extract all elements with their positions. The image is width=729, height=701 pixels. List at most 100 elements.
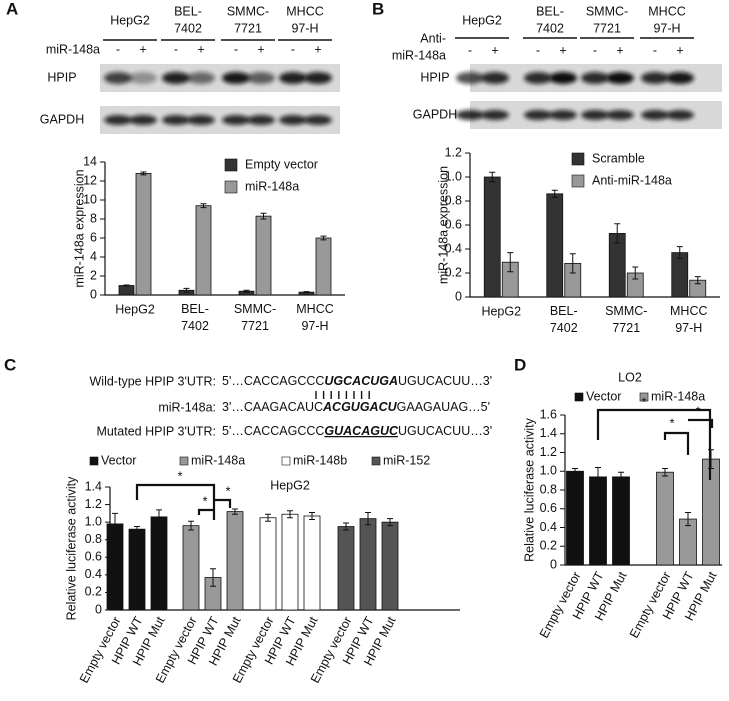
significance-bracket [596,408,712,480]
y-tick-label: 1.2 [445,145,462,159]
sequence-part: UGCACUGA [324,374,398,388]
y-tick-label: 1.4 [540,426,557,440]
x-tick-label: SMMC-7721 [234,302,276,333]
blot-band [606,72,634,84]
cell-line-label: BEL-7402 [174,5,202,36]
y-tick-label: 1.0 [445,169,462,183]
sign-label: - [291,42,295,56]
bar [259,517,277,611]
treatment-label: Anti-miR-148a [392,32,446,63]
x-tick-label: BEL-7402 [550,304,578,335]
y-tick-label: 0 [95,602,102,616]
legend-swatch [179,456,189,466]
blot-band [606,110,634,120]
panel-letter: B [372,0,384,18]
legend-label: Vector [586,389,621,403]
significance-bracket [214,498,232,508]
error-bar [320,235,327,241]
y-tick-label: 0.6 [85,550,102,564]
error-bar [156,509,162,525]
significance-star: * [696,404,701,418]
cell-line-label: MHCC 97-H [286,5,324,36]
y-tick-label: 1.0 [85,514,102,528]
y-tick-label: 4 [90,249,97,263]
blot-band [304,115,332,125]
x-tick-label: BEL-7402 [181,302,209,333]
error-bar [614,223,621,244]
bar [337,526,355,611]
y-tick-label: 0 [550,557,557,571]
sequence-part: GAAGAUAG…5' [397,400,490,414]
y-tick-label: 0.6 [540,501,557,515]
error-bar [243,289,250,293]
sign-label: + [139,42,146,56]
significance-star: * [670,416,675,430]
sign-label: + [676,43,683,57]
cell-line-label: HepG2 [462,13,502,27]
blot-band [222,72,250,84]
bar [226,511,244,611]
sign-label: - [116,42,120,56]
error-bar [662,467,668,477]
y-tick-label: 12 [83,173,97,187]
error-bar [134,526,140,533]
sequence-part: 3'…CAAGACAUC [222,400,323,414]
sequence: 5'…CACCAGCCCUGCACUGAUGUCACUU…3' [222,374,492,388]
bar [589,476,607,566]
sequence-part: UGUCACUU…3' [398,424,492,438]
sequence-part: 5'…CACCAGCCC [222,374,324,388]
error-bar [551,189,558,198]
blot-row-label: GAPDH [413,107,457,121]
axis-line [564,415,722,566]
y-tick-label: 0.2 [540,539,557,553]
blot-band [524,110,552,120]
bar [612,476,630,566]
blot-band [456,110,484,120]
y-tick-label: 0 [90,287,97,301]
error-bar [309,511,315,521]
legend-label: miR-148a [651,389,705,403]
blot-band [524,72,552,84]
sign-label: - [536,43,540,57]
legend-swatch [639,392,649,402]
legend-swatch [371,456,381,466]
y-tick-label: 10 [83,192,97,206]
y-tick-label: 0.6 [445,217,462,231]
y-tick-label: 0.4 [445,241,462,255]
error-bar [694,276,701,285]
panel-letter: D [514,355,526,374]
blot-band [666,110,694,120]
significance-star: * [642,395,647,409]
cell-line-label: MHCC 97-H [648,5,686,36]
x-tick-label: HepG2 [481,304,521,318]
blot-band [481,110,509,120]
y-tick-label: 6 [90,230,97,244]
error-bar [200,203,207,209]
y-tick-label: 1.0 [540,464,557,478]
bar [195,205,212,296]
bar [566,470,584,566]
error-bar [183,287,190,293]
cell-line-label: SMMC-7721 [227,5,269,36]
significance-bracket [663,431,690,455]
sign-label: + [197,42,204,56]
blot-band [162,115,190,125]
bar [671,252,689,298]
y-tick-label: 1.2 [85,497,102,511]
blot-band [247,115,275,125]
blot-band [581,110,609,120]
legend-swatch [281,456,291,466]
blot-row-label: HPIP [47,70,76,84]
bar [359,518,377,611]
legend-swatch [224,180,238,194]
y-tick-label: 0.4 [85,567,102,581]
blot-band [641,72,669,84]
x-tick-label: HepG2 [115,302,155,316]
x-tick-label: SMMC-7721 [605,304,647,335]
bar [281,513,299,611]
bar [135,172,152,296]
sequence-part: UGUCACUU…3' [398,374,492,388]
error-bar [123,284,130,287]
sign-label: + [559,43,566,57]
blot-band [666,72,694,84]
